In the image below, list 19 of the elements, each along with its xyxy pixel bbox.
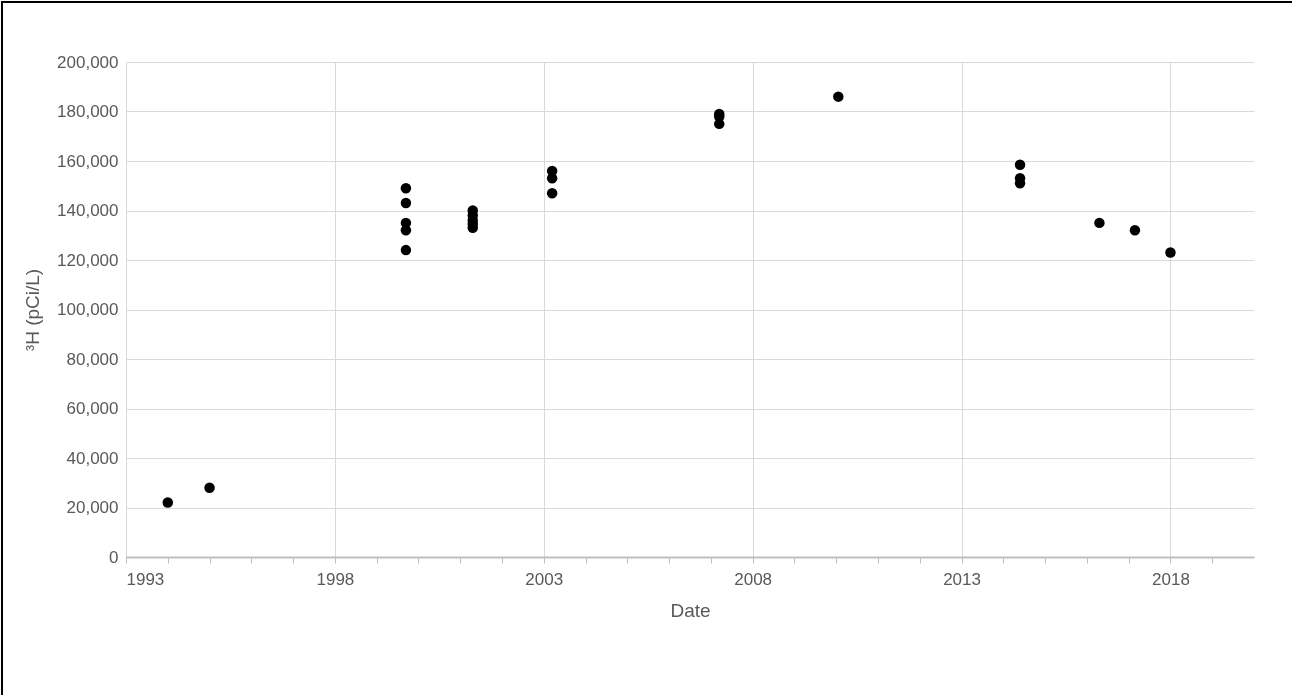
y-tick-label: 80,000: [66, 349, 119, 369]
y-tick-label: 20,000: [66, 498, 119, 517]
y-tick-label: 120,000: [57, 250, 119, 270]
x-tick-label: 2003: [525, 569, 564, 589]
y-tick-label: 160,000: [57, 151, 119, 171]
y-tick-label: 100,000: [57, 300, 119, 319]
x-tick-label: 1993: [126, 569, 165, 589]
y-tick-label: 140,000: [57, 201, 119, 220]
x-tick-label: 1998: [316, 569, 355, 589]
y-axis-title: ³H (pCi/L): [22, 268, 44, 352]
y-tick-label: 180,000: [57, 102, 119, 121]
y-tick-label: 40,000: [66, 448, 119, 468]
y-tick-label: 0: [109, 547, 119, 567]
x-tick-label: 2018: [1152, 569, 1190, 589]
x-tick-label: 2008: [734, 569, 773, 589]
x-axis-title: Date: [670, 599, 711, 621]
y-tick-label: 60,000: [66, 399, 119, 418]
y-tick-label: 200,000: [57, 52, 119, 72]
x-tick-label: 2013: [943, 569, 981, 589]
